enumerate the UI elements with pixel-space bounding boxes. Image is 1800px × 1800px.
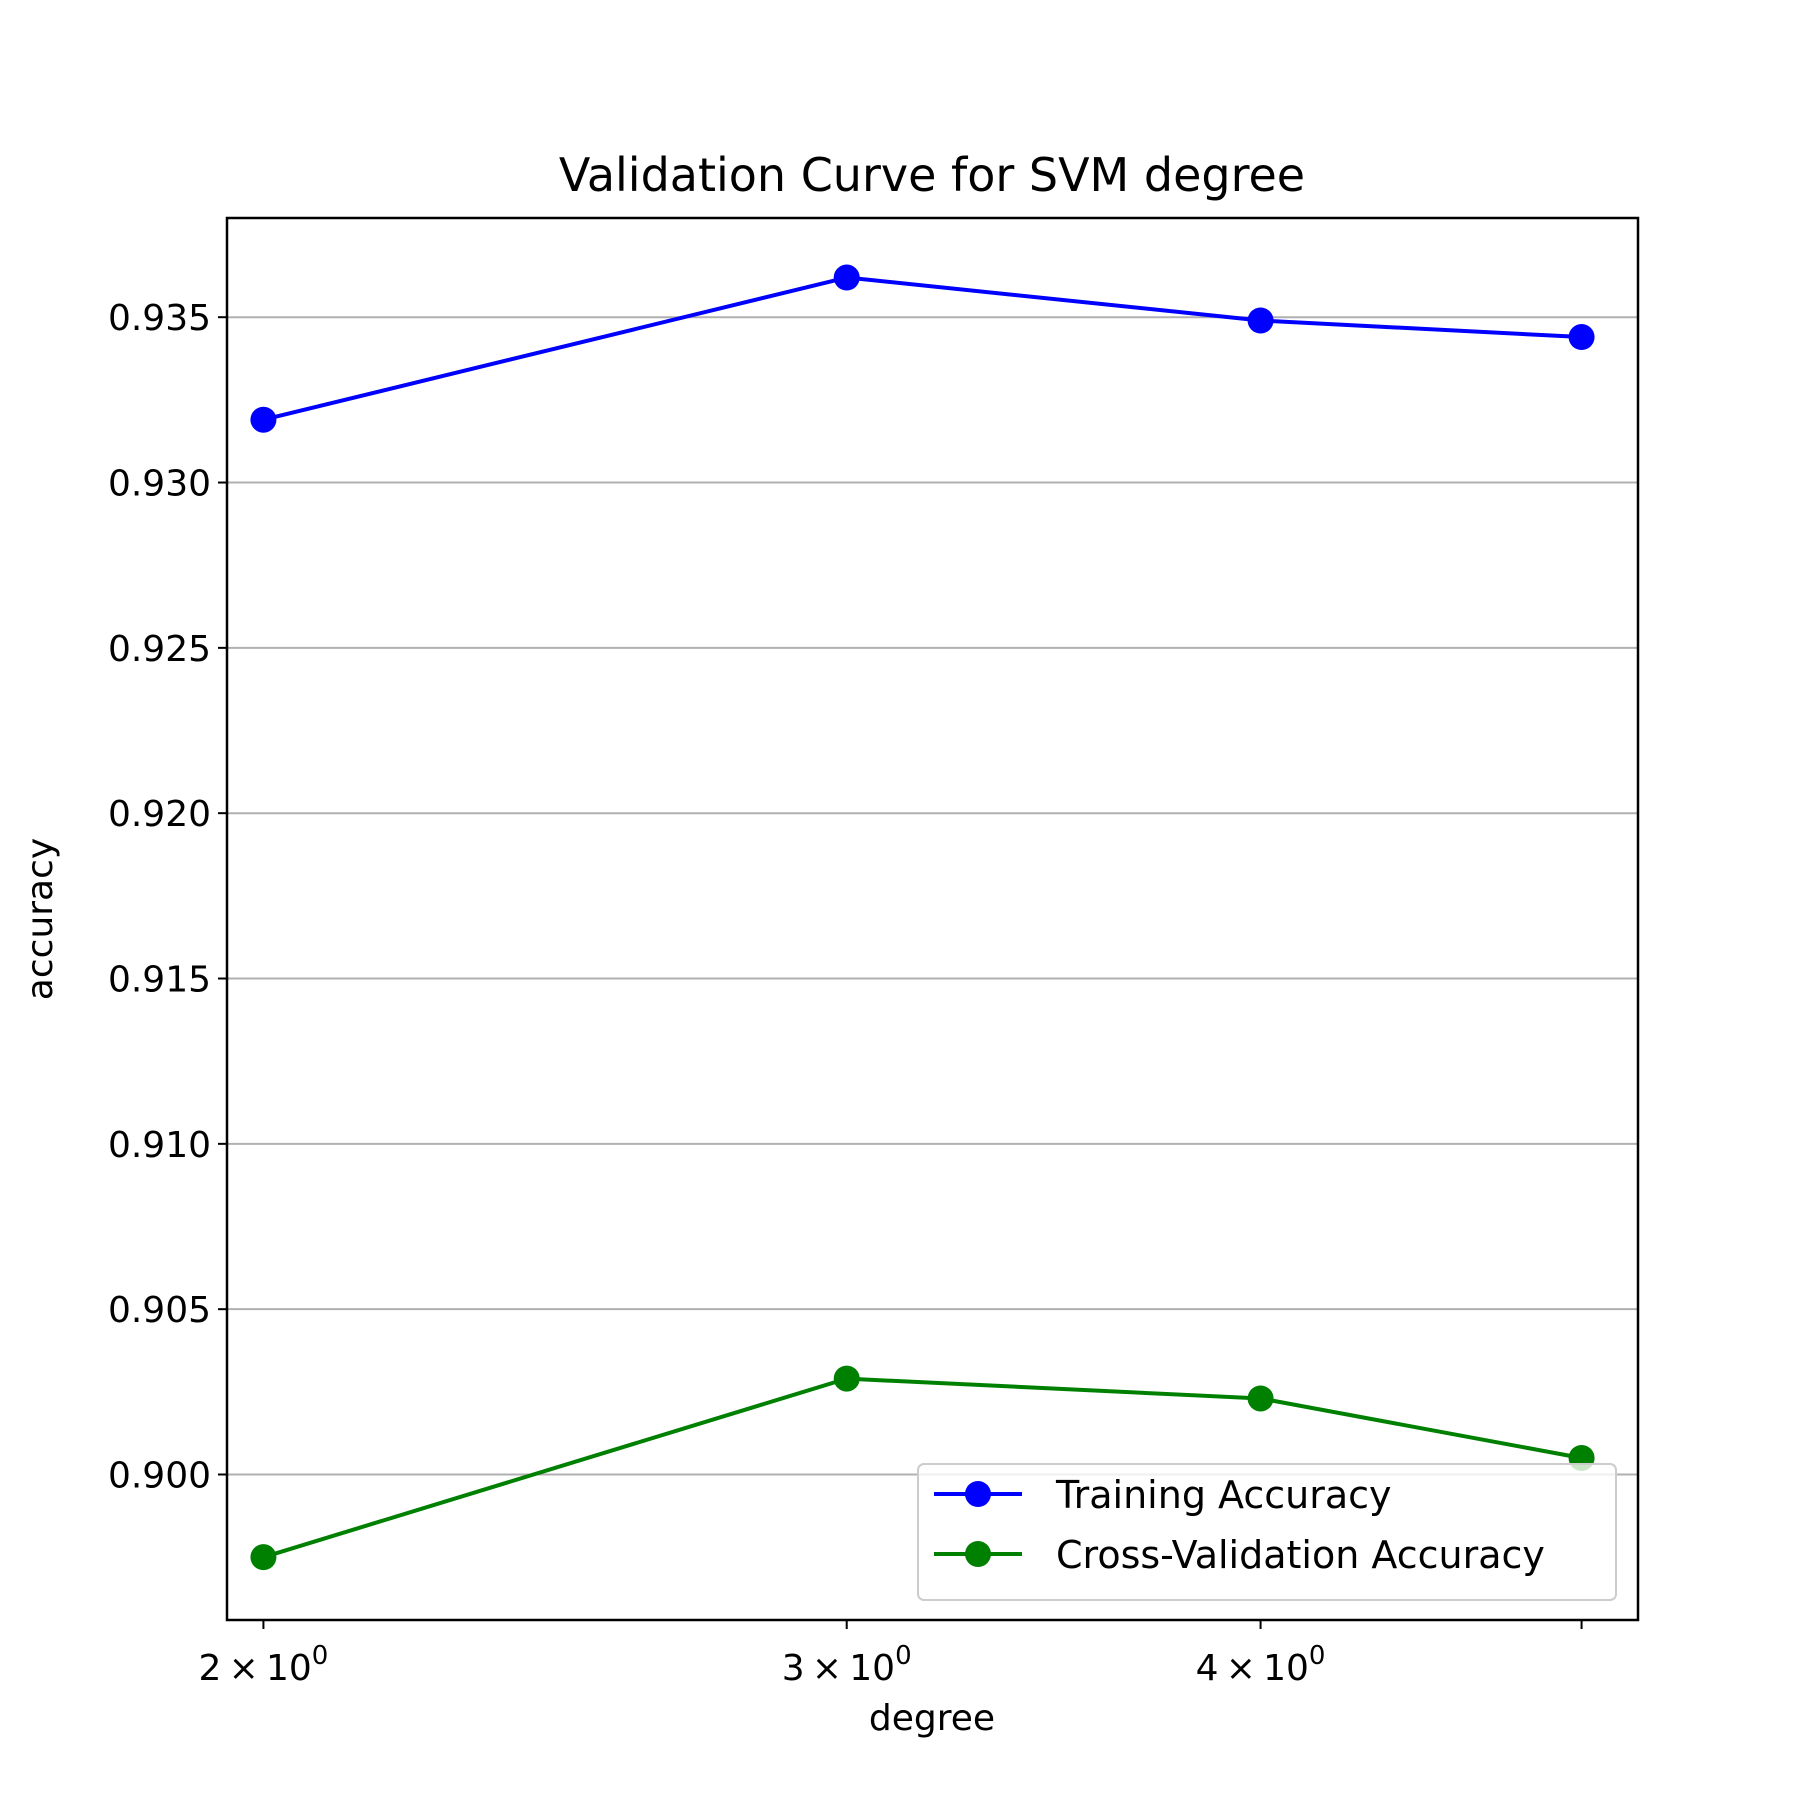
data-point-0 — [250, 406, 277, 433]
legend-marker — [965, 1541, 991, 1567]
y-tick-label: 0.900 — [108, 1456, 211, 1497]
plot-area — [227, 218, 1638, 1620]
data-point-1 — [1247, 1385, 1274, 1412]
y-tick-label: 0.915 — [108, 960, 211, 1001]
data-point-0 — [1247, 307, 1274, 334]
legend: Training Accuracy Cross-Validation Accura… — [917, 1463, 1617, 1601]
series-line-0 — [262, 275, 1582, 422]
y-tick-label: 0.925 — [108, 629, 211, 670]
ticks: 0.900 0.905 0.910 0.915 0.920 0.925 0.930 0.935… — [108, 298, 1583, 1689]
legend-box — [917, 1463, 1617, 1601]
y-tick-label: 0.905 — [108, 1290, 211, 1331]
y-tick-label: 0.930 — [108, 464, 211, 505]
data-point-0 — [1568, 324, 1595, 351]
x-tick-label: 3 × 100 — [782, 1641, 912, 1689]
data-point-1 — [833, 1365, 860, 1392]
legend-label: Cross-Validation Accuracy — [1056, 1533, 1545, 1577]
y-tick-label: 0.910 — [108, 1125, 211, 1166]
legend-marker — [965, 1481, 991, 1507]
data-point-1 — [250, 1544, 277, 1571]
x-tick-label: 2 × 100 — [199, 1641, 329, 1689]
y-axis-label: accuracy — [20, 838, 61, 1000]
y-tick-label: 0.920 — [108, 794, 211, 835]
plot-frame — [225, 216, 1640, 1622]
data-point-0 — [833, 264, 860, 291]
x-axis-label: degree — [869, 1698, 995, 1739]
grid — [227, 316, 1638, 1476]
series-layer — [250, 264, 1595, 1571]
legend-label: Training Accuracy — [1055, 1473, 1392, 1517]
x-tick-label: 4 × 100 — [1196, 1641, 1326, 1689]
series-line-1 — [262, 1376, 1582, 1560]
chart-title: Validation Curve for SVM degree — [559, 148, 1305, 202]
y-tick-label: 0.935 — [108, 298, 211, 339]
